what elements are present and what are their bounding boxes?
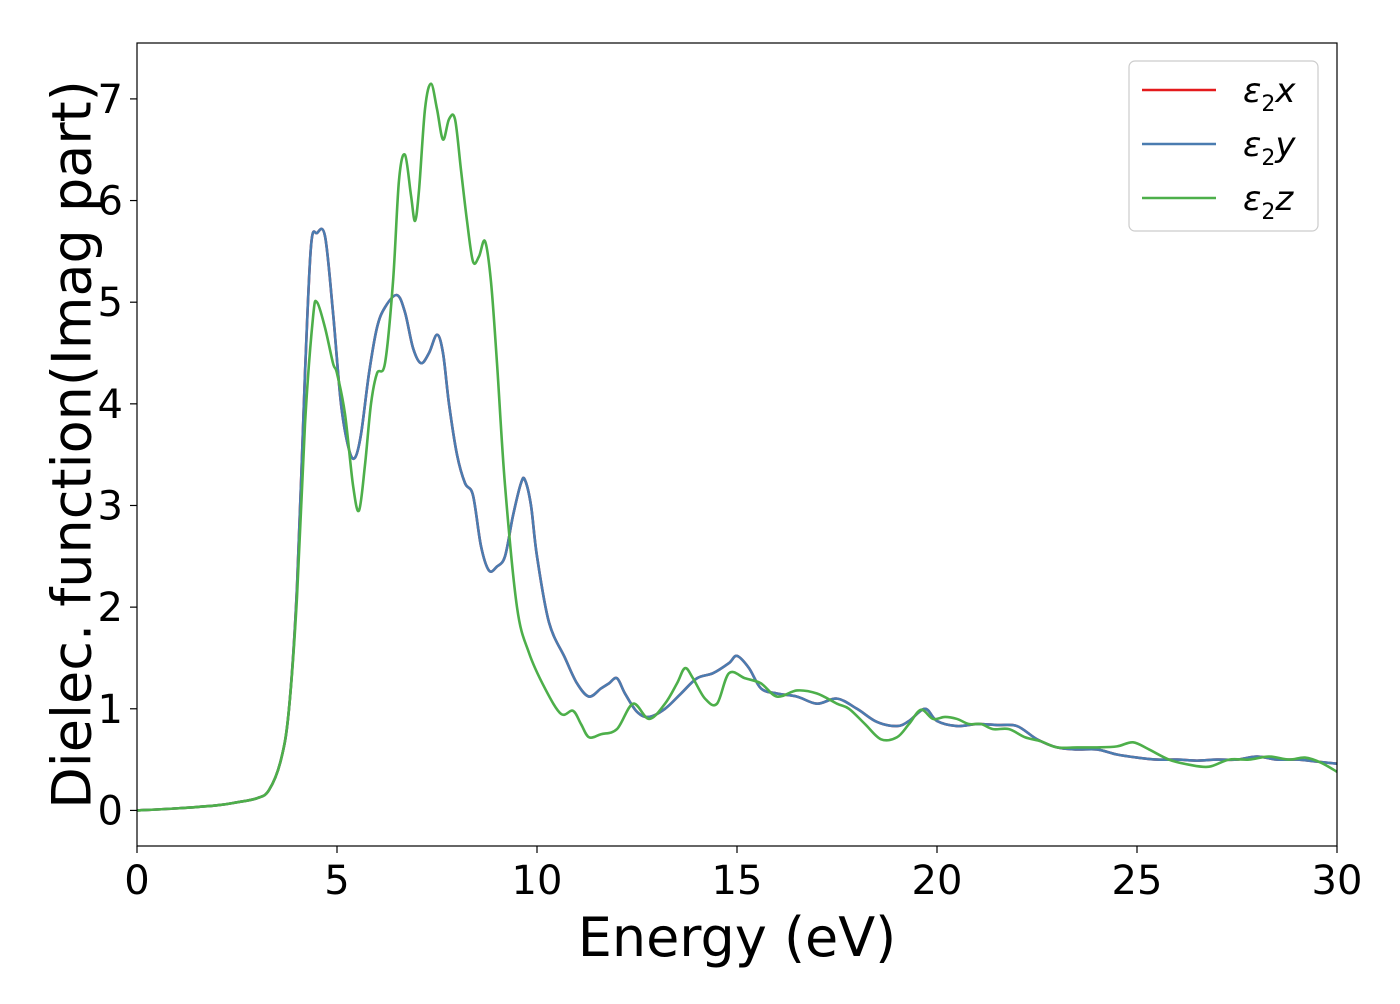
y-tick-label: 1 — [98, 687, 123, 733]
y-tick-label: 7 — [98, 77, 123, 123]
series-line-z — [137, 82, 1337, 812]
x-tick-label: 25 — [1112, 858, 1163, 904]
legend-subscript: 2 — [1261, 92, 1275, 117]
legend-symbol: ε — [1243, 179, 1261, 219]
legend-box — [1128, 60, 1319, 232]
y-tick-label: 5 — [98, 280, 123, 326]
series-group — [137, 82, 1337, 812]
y-tick-label: 4 — [98, 382, 123, 428]
x-axis-title: Energy (eV) — [578, 906, 897, 969]
x-tick-label: 10 — [512, 858, 563, 904]
legend-component: x — [1274, 71, 1296, 111]
x-tick-label: 20 — [912, 858, 963, 904]
x-tick-label: 5 — [324, 858, 349, 904]
y-tick-label: 2 — [98, 585, 123, 631]
y-axis-title: Dielec. function(Imag part) — [41, 80, 104, 809]
series-line-x — [137, 227, 1337, 812]
legend-label-y: ε2y — [1243, 125, 1296, 171]
legend-subscript: 2 — [1261, 200, 1275, 225]
x-tick-label: 0 — [124, 858, 149, 904]
axis-ticks: 0 5 10 15 20 25 30 0 1 2 3 4 5 6 7 — [98, 77, 1363, 904]
x-tick-label: 15 — [712, 858, 763, 904]
series-line-y — [137, 227, 1337, 812]
y-tick-label: 6 — [98, 179, 123, 225]
x-tick-label: 30 — [1312, 858, 1363, 904]
legend-symbol: ε — [1243, 125, 1261, 165]
legend-label-z: ε2z — [1243, 179, 1294, 225]
legend-component: y — [1274, 125, 1296, 165]
legend-subscript: 2 — [1261, 146, 1275, 171]
legend-symbol: ε — [1243, 71, 1261, 111]
y-tick-label: 0 — [98, 788, 123, 834]
legend-component: z — [1274, 179, 1294, 219]
legend-label-x: ε2x — [1243, 71, 1296, 117]
y-tick-label: 3 — [98, 483, 123, 529]
